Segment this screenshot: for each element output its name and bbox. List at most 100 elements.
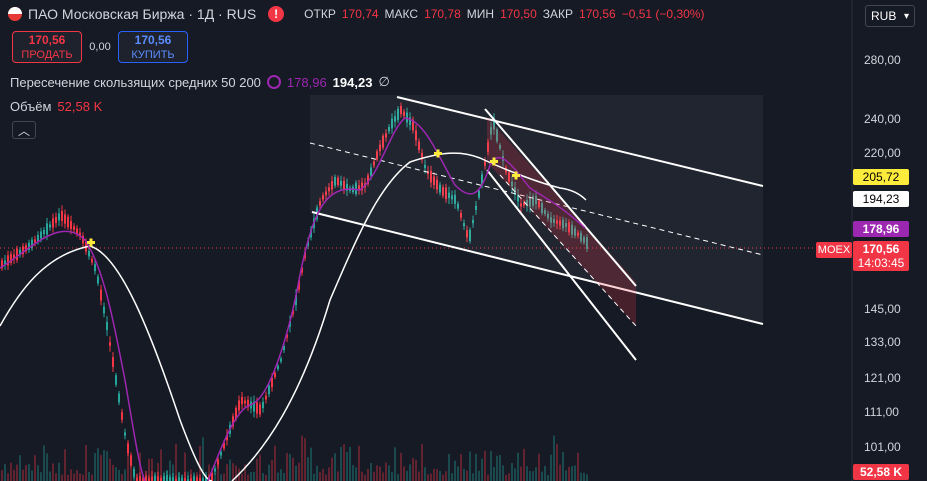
volume-bar: [463, 468, 465, 481]
volume-bar: [88, 471, 90, 481]
volume-bar: [247, 474, 249, 481]
volume-bar: [406, 470, 408, 481]
candle-body: [16, 248, 18, 261]
candle-body: [409, 117, 411, 126]
candle-body: [568, 222, 570, 233]
volume-bar: [256, 458, 258, 481]
candle-body: [478, 190, 480, 198]
volume-label: Объём: [10, 99, 52, 114]
volume-bar: [397, 474, 399, 481]
symbol-title[interactable]: ПАО Московская Биржа · 1Д · RUS: [28, 6, 257, 22]
volume-bar: [214, 473, 216, 481]
parallel-channel-fill: [310, 95, 763, 324]
bar-countdown: 14:03:45: [857, 256, 905, 270]
candle-body: [454, 194, 456, 204]
candle-body: [130, 455, 132, 466]
volume-bar: [346, 451, 348, 481]
volume-bar: [70, 469, 72, 481]
candle-body: [376, 151, 378, 160]
volume-bar: [388, 465, 390, 481]
volume-bar: [553, 435, 555, 481]
axis-tick: 133,00: [864, 335, 901, 349]
volume-bar: [94, 452, 96, 481]
volume-bar: [235, 465, 237, 481]
candle-body: [232, 416, 234, 427]
volume-bar: [481, 458, 483, 481]
indicator-legend[interactable]: Пересечение скользящих средних 50 200 17…: [10, 74, 390, 90]
indicator-loading-icon: [266, 75, 281, 89]
candle-body: [571, 224, 573, 235]
volume-bar: [277, 472, 279, 481]
candle-body: [25, 245, 27, 252]
low-value: 170,50: [500, 7, 537, 21]
candle-body: [535, 196, 537, 204]
volume-bar: [64, 449, 66, 481]
desc-channel-mid: [499, 174, 637, 327]
candle-body: [553, 219, 555, 223]
candle-body: [28, 242, 30, 250]
candle-body: [226, 434, 228, 441]
candle-body: [562, 219, 564, 229]
sell-price: 170,56: [28, 33, 66, 47]
candle-body: [301, 267, 303, 273]
candle-body: [424, 164, 426, 169]
volume-bar: [289, 453, 291, 481]
volume-bar: [250, 472, 252, 481]
change-value: −0,51 (−0,30%): [621, 7, 705, 21]
volume-bar: [337, 471, 339, 481]
volume-bar: [424, 467, 426, 481]
volume-bar: [445, 471, 447, 481]
candle-body: [178, 477, 180, 481]
volume-bar: [97, 448, 99, 481]
candle-body: [34, 239, 36, 243]
buy-button[interactable]: 170,56 КУПИТЬ: [118, 31, 188, 63]
volume-bar: [541, 471, 543, 481]
volume-bar: [73, 473, 75, 481]
candle-body: [241, 396, 243, 405]
volume-bar: [1, 470, 3, 481]
volume-bar: [79, 473, 81, 481]
volume-bar: [415, 460, 417, 481]
candle-body: [361, 182, 363, 191]
volume-bar: [532, 471, 534, 481]
candle-body: [325, 191, 327, 196]
volume-bar: [370, 462, 372, 481]
volume-bar: [544, 466, 546, 481]
ma200-price-tag: 194,23: [853, 191, 909, 207]
volume-bar: [316, 465, 318, 481]
candle-body: [346, 184, 348, 191]
volume-bar: [217, 462, 219, 481]
volume-bar: [241, 473, 243, 481]
volume-bar: [7, 473, 9, 481]
sell-button[interactable]: 170,56 ПРОДАТЬ: [12, 31, 82, 63]
axis-tick: 101,00: [864, 440, 901, 454]
volume-bar: [418, 471, 420, 481]
high-value: 170,78: [424, 7, 461, 21]
volume-bar: [421, 443, 423, 481]
candle-body: [496, 129, 498, 142]
candle-body: [157, 476, 159, 481]
candle-body: [235, 407, 237, 419]
buy-label: КУПИТЬ: [131, 49, 175, 61]
volume-bar: [184, 452, 186, 481]
volume-bar: [499, 454, 501, 481]
volume-bar: [322, 468, 324, 481]
collapse-legend-button[interactable]: ︿: [12, 121, 36, 139]
candle-body: [517, 194, 519, 202]
trade-panel: 170,56 ПРОДАТЬ 0,00 170,56 КУПИТЬ: [12, 31, 188, 63]
volume-bar: [61, 474, 63, 481]
candle-body: [64, 214, 66, 224]
candle-body: [109, 342, 111, 346]
volume-bar: [307, 457, 309, 481]
candle-body: [265, 395, 267, 400]
volume-legend[interactable]: Объём 52,58 K: [10, 99, 102, 114]
volume-bar: [433, 468, 435, 481]
candle-body: [142, 477, 144, 481]
cross-marker-icon: [512, 171, 520, 180]
volume-bar: [199, 446, 201, 481]
alert-icon[interactable]: !: [268, 6, 285, 22]
volume-bar: [82, 474, 84, 481]
volume-bar: [412, 458, 414, 481]
currency-select[interactable]: RUB ▾: [865, 5, 915, 27]
